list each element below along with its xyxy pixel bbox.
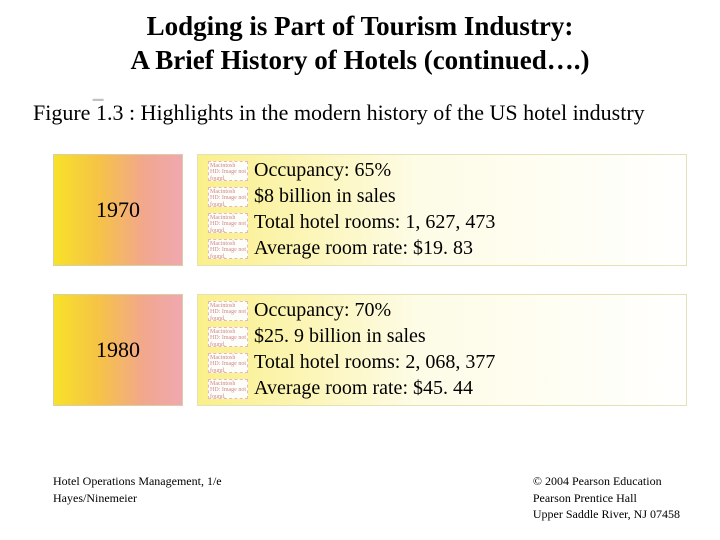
missing-image-icon: Macintosh HD: Image not found. (208, 239, 248, 259)
missing-image-icon: Macintosh HD: Image not found. (208, 161, 248, 181)
title-line-1: Lodging is Part of Tourism Industry: (147, 11, 574, 41)
facts-box: Macintosh HD: Image not found. Occupancy… (197, 294, 687, 406)
missing-image-icon: Macintosh HD: Image not found. (208, 379, 248, 399)
decade-row: 1980 Macintosh HD: Image not found. Occu… (53, 294, 720, 406)
fact-line: Macintosh HD: Image not found. Average r… (208, 236, 686, 262)
footer-left: Hotel Operations Management, 1/e Hayes/N… (53, 473, 222, 522)
footer: Hotel Operations Management, 1/e Hayes/N… (53, 473, 680, 522)
fact-text: Average room rate: $45. 44 (254, 377, 473, 400)
fact-line: Macintosh HD: Image not found. Total hot… (208, 350, 686, 376)
fact-line: Macintosh HD: Image not found. $25. 9 bi… (208, 324, 686, 350)
fact-text: $25. 9 billion in sales (254, 325, 426, 348)
missing-image-icon: Macintosh HD: Image not found. (208, 187, 248, 207)
fact-line: Macintosh HD: Image not found. Total hot… (208, 210, 686, 236)
authors: Hayes/Ninemeier (53, 491, 137, 505)
missing-image-icon: Macintosh HD: Image not found. (208, 301, 248, 321)
footer-right: © 2004 Pearson Education Pearson Prentic… (533, 473, 680, 522)
missing-image-icon: Macintosh HD: Image not found. (208, 213, 248, 233)
fact-line: Macintosh HD: Image not found. Occupancy… (208, 158, 686, 184)
year-box: 1970 (53, 154, 183, 266)
copyright: © 2004 Pearson Education (533, 474, 662, 488)
fact-text: Occupancy: 65% (254, 159, 391, 182)
title-line-2: A Brief History of Hotels (continued….) (131, 45, 590, 75)
decade-row: 1970 Macintosh HD: Image not found. Occu… (53, 154, 720, 266)
facts-box: Macintosh HD: Image not found. Occupancy… (197, 154, 687, 266)
slide-title: Lodging is Part of Tourism Industry: A B… (0, 0, 720, 78)
missing-image-icon: Macintosh HD: Image not found. (208, 327, 248, 347)
figure-caption: Figure 1.3 : Highlights in the modern hi… (0, 100, 720, 126)
year-label: 1980 (96, 337, 140, 363)
fact-text: Total hotel rooms: 2, 068, 377 (254, 351, 495, 374)
publisher: Pearson Prentice Hall (533, 491, 637, 505)
publisher-address: Upper Saddle River, NJ 07458 (533, 507, 680, 521)
missing-image-icon: Macintosh HD: Image not found. (208, 353, 248, 373)
fact-text: Total hotel rooms: 1, 627, 473 (254, 211, 495, 234)
fact-line: Macintosh HD: Image not found. Average r… (208, 376, 686, 402)
fact-line: Macintosh HD: Image not found. Occupancy… (208, 298, 686, 324)
year-label: 1970 (96, 197, 140, 223)
fact-text: Occupancy: 70% (254, 299, 391, 322)
fact-line: Macintosh HD: Image not found. $8 billio… (208, 184, 686, 210)
year-box: 1980 (53, 294, 183, 406)
fact-text: $8 billion in sales (254, 185, 396, 208)
fact-text: Average room rate: $19. 83 (254, 237, 473, 260)
book-title: Hotel Operations Management, 1/e (53, 474, 222, 488)
decorative-dash: – (92, 86, 104, 112)
